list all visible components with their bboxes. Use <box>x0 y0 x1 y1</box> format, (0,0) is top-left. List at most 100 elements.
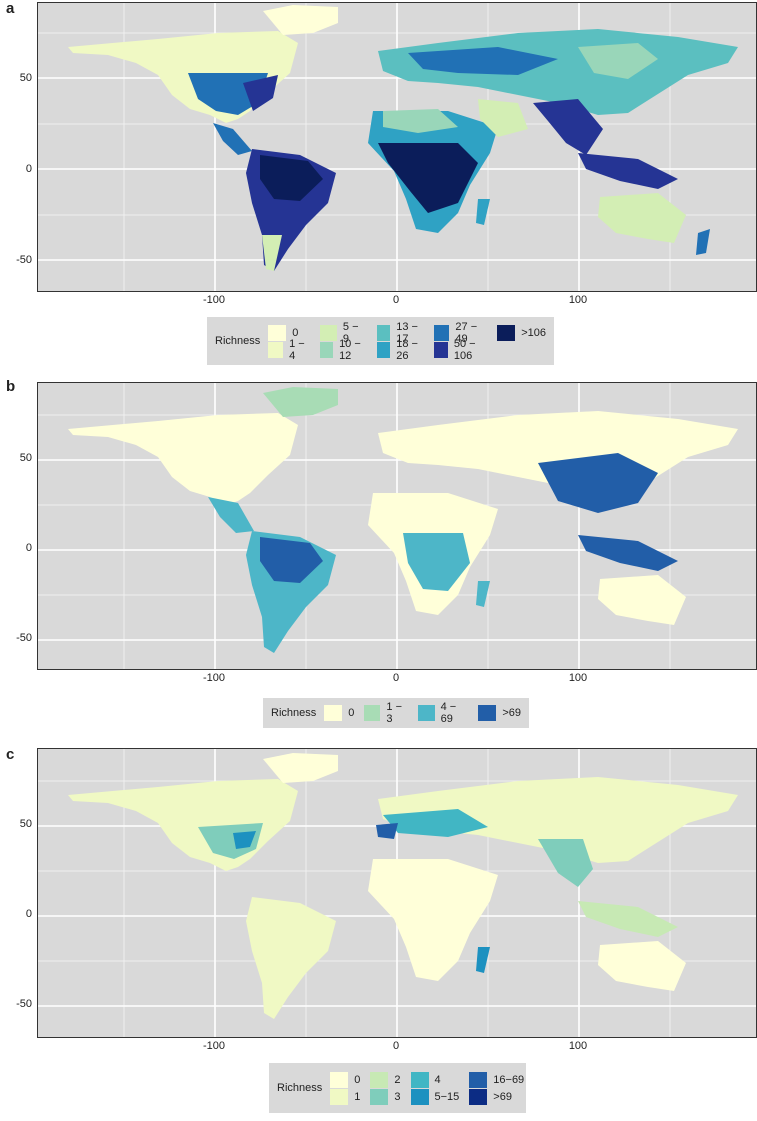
legend-swatch <box>418 705 435 721</box>
legend-swatch <box>330 1088 349 1105</box>
world-map <box>38 383 756 669</box>
legend-title: Richness <box>277 1082 323 1094</box>
x-tick-label: 100 <box>568 1040 588 1052</box>
legend-swatch <box>370 1071 389 1088</box>
land-masses <box>68 387 738 653</box>
legend-item: 1 − 3 <box>364 701 408 725</box>
legend-item: 18 − 26 <box>376 338 424 362</box>
legend-label: >106 <box>521 326 546 339</box>
panel-c: c 50 0 -50 <box>0 746 757 1118</box>
legend-item: 0 <box>324 704 354 722</box>
legend-item: 0 <box>268 324 309 341</box>
legend-item: >106 <box>497 324 546 341</box>
legend-item: 16−69 <box>469 1071 524 1088</box>
legend-swatch <box>330 1071 349 1088</box>
legend-label: 13 − 17 <box>396 320 418 345</box>
legend-label: 10 − 12 <box>339 337 361 362</box>
world-map-plot <box>37 2 757 292</box>
legend-item: 5 − 9 <box>319 321 367 345</box>
x-tick-label: -100 <box>202 672 226 684</box>
land-masses <box>68 753 738 1019</box>
legend-label: 5−15 <box>434 1090 460 1103</box>
legend-swatch <box>410 1088 429 1105</box>
legend-item: 4 <box>410 1071 460 1088</box>
legend: Richness 0 1 − 3 4 − 69 >69 <box>263 698 529 728</box>
y-tick-label: 50 <box>19 452 32 464</box>
legend-swatch <box>497 324 516 341</box>
legend-swatch <box>410 1071 429 1088</box>
legend-label: 1 − 3 <box>386 701 402 725</box>
legend-swatch <box>268 341 284 358</box>
legend-label: >69 <box>502 707 521 719</box>
legend-swatch <box>478 705 497 721</box>
legend-label: >69 <box>493 1090 512 1103</box>
legend-title: Richness <box>271 707 317 719</box>
legend-label: 5 − 9 <box>342 320 359 345</box>
legend-item: 50 − 106 <box>433 338 487 362</box>
legend-keys: 0 1 − 3 4 − 69 >69 <box>324 701 521 725</box>
x-tick-label: 0 <box>392 672 400 684</box>
y-tick-label: 0 <box>25 542 32 554</box>
legend-swatch <box>364 705 381 721</box>
legend-swatch <box>376 324 391 341</box>
legend-label: 0 <box>292 326 299 339</box>
panel-b: b 50 0 -50 <box>0 378 757 738</box>
legend-label: 27 − 49 <box>455 320 478 345</box>
x-tick-label: -100 <box>202 294 226 306</box>
legend-label: 18 − 26 <box>396 337 418 362</box>
legend-item: 0 <box>330 1071 360 1088</box>
legend-swatch <box>370 1088 389 1105</box>
y-tick-label: 50 <box>19 72 32 84</box>
y-tick-label: -50 <box>16 632 32 644</box>
legend-swatch <box>319 341 334 358</box>
x-tick-label: 100 <box>568 672 588 684</box>
y-tick-label: 50 <box>19 818 32 830</box>
legend-item: 13 − 17 <box>376 321 424 345</box>
legend-item: >69 <box>469 1088 524 1105</box>
legend-label: 1 − 4 <box>289 337 305 362</box>
legend-item: 4 − 69 <box>418 701 468 725</box>
x-tick-label: 0 <box>392 294 400 306</box>
panel-label: a <box>6 0 15 17</box>
legend-item: 1 <box>330 1088 360 1105</box>
x-tick-label: 100 <box>568 294 588 306</box>
panel-label: c <box>6 746 15 763</box>
panel-label: b <box>6 378 16 395</box>
legend-label: 50 − 106 <box>453 337 476 362</box>
legend-item: 10 − 12 <box>319 338 367 362</box>
legend-label: 0 <box>348 707 355 719</box>
y-tick-label: 0 <box>25 908 32 920</box>
legend-item: 2 <box>370 1071 401 1088</box>
legend-label: 16−69 <box>493 1073 525 1086</box>
legend-label: 0 <box>354 1073 361 1086</box>
world-map-plot <box>37 748 757 1038</box>
legend-swatch <box>469 1088 488 1105</box>
legend-label: 4 <box>434 1073 441 1086</box>
panel-a: a 50 0 -50 <box>0 0 757 372</box>
legend-label: 3 <box>394 1090 401 1103</box>
legend-label: 2 <box>394 1073 401 1086</box>
legend-swatch <box>319 324 337 341</box>
legend-title: Richness <box>215 335 261 347</box>
legend-swatch <box>469 1071 488 1088</box>
x-tick-label: -100 <box>202 1040 226 1052</box>
legend-label: 1 <box>354 1090 361 1103</box>
legend-swatch <box>324 705 343 721</box>
legend-item: 3 <box>370 1088 401 1105</box>
legend-swatch <box>433 324 450 341</box>
legend-swatch <box>433 341 448 358</box>
legend-item: 27 − 49 <box>433 321 487 345</box>
legend-swatch <box>268 324 287 341</box>
legend: Richness 0 1 − 4 5 − 9 10 − 12 13 − 17 1… <box>207 317 554 365</box>
legend: Richness 0 1 2 3 4 5−15 16−69 >69 <box>269 1063 526 1113</box>
world-map-plot <box>37 382 757 670</box>
legend-swatch <box>376 341 391 358</box>
y-tick-label: -50 <box>16 998 32 1010</box>
y-tick-label: 0 <box>25 163 32 175</box>
legend-keys: 0 1 − 4 5 − 9 10 − 12 13 − 17 18 − 26 27… <box>268 321 546 362</box>
land-masses <box>68 5 738 271</box>
y-tick-label: -50 <box>16 254 32 266</box>
legend-item: >69 <box>478 704 521 722</box>
legend-label: 4 − 69 <box>440 701 457 725</box>
world-map <box>38 749 756 1037</box>
